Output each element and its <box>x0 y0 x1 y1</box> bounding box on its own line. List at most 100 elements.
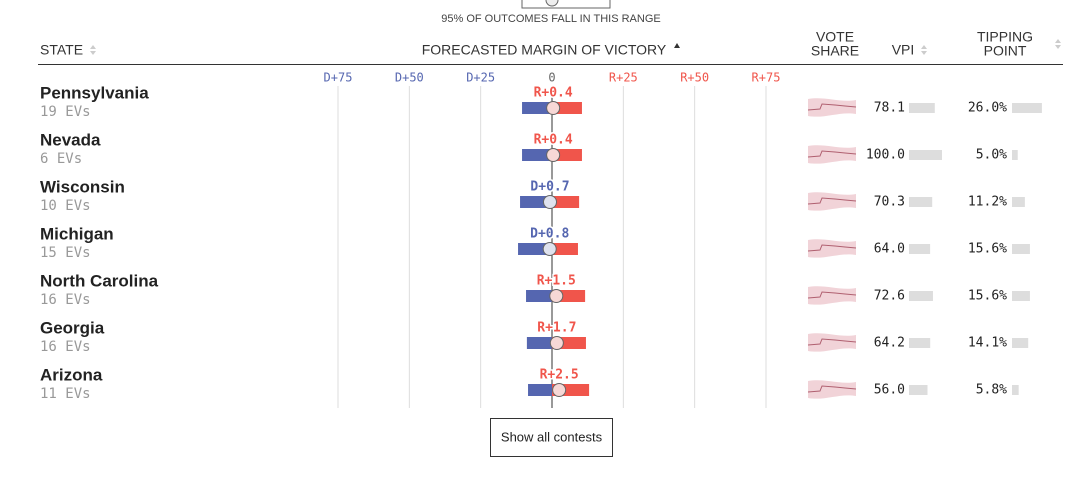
range-rep <box>552 243 578 255</box>
button-box <box>490 418 613 457</box>
vpi-bar <box>909 244 931 254</box>
vpi-bar <box>909 291 933 301</box>
vote-share-line <box>807 385 857 393</box>
margin-dot <box>546 148 561 162</box>
electoral-votes: 16 EVs <box>40 292 91 308</box>
range-dem <box>526 337 552 349</box>
x-tick-label: R+50 <box>680 71 709 85</box>
range-dem <box>528 384 552 396</box>
electoral-votes: 10 EVs <box>40 198 91 214</box>
x-tick-label: R+25 <box>609 71 638 85</box>
vote-share-line <box>807 103 857 111</box>
tipping-point-value: 5.0% <box>976 148 1007 163</box>
tipping-point-bar <box>1012 150 1018 160</box>
electoral-votes: 6 EVs <box>40 151 82 167</box>
vote-share-band <box>808 192 856 211</box>
vpi-bar <box>909 197 933 207</box>
margin-label: R+1.7 <box>537 321 576 336</box>
sort-arrows <box>1055 39 1061 49</box>
electoral-votes: 15 EVs <box>40 245 91 261</box>
margin-label: D+0.8 <box>530 227 569 242</box>
margin-dot <box>546 101 561 115</box>
show-all-button[interactable]: Show all contests <box>490 418 613 457</box>
state-name: Nevada <box>40 130 101 149</box>
margin-label: D+0.7 <box>530 180 569 195</box>
electoral-votes: 11 EVs <box>40 386 91 402</box>
range-rep <box>552 196 580 208</box>
x-tick-label: 0 <box>548 71 555 85</box>
state-name: Pennsylvania <box>40 83 149 102</box>
electoral-votes: 19 EVs <box>40 104 91 120</box>
sort-arrows <box>90 45 96 55</box>
vote-share-line <box>807 291 857 299</box>
vote-share-line <box>807 338 857 346</box>
margin-label: R+0.4 <box>534 133 573 148</box>
margin-dot <box>542 242 557 256</box>
state-name: Arizona <box>40 365 103 384</box>
vote-share-band <box>808 145 856 164</box>
state-name: Georgia <box>40 318 105 337</box>
vote-share-band <box>808 333 856 352</box>
vote-share-band <box>808 380 856 399</box>
tipping-point-bar <box>1012 338 1029 348</box>
header-tipping-point[interactable]: POINT <box>984 43 1027 59</box>
tipping-point-value: 15.6% <box>968 289 1007 304</box>
sort-arrows <box>921 45 927 55</box>
margin-label: R+0.4 <box>534 86 573 101</box>
vote-share-band <box>808 286 856 305</box>
tipping-point-value: 11.2% <box>968 195 1007 210</box>
tipping-point-bar <box>1012 103 1042 113</box>
tipping-point-value: 15.6% <box>968 242 1007 257</box>
vpi-value: 72.6 <box>874 289 905 304</box>
vpi-value: 64.0 <box>874 242 905 257</box>
state-name: North Carolina <box>40 271 159 290</box>
margin-dot <box>552 383 567 397</box>
vote-share-band <box>808 239 856 258</box>
x-tick-label: R+75 <box>752 71 781 85</box>
vpi-value: 70.3 <box>874 195 905 210</box>
vote-share-line <box>807 197 857 205</box>
range-rep <box>552 149 582 161</box>
margin-dot <box>543 195 558 209</box>
range-legend <box>521 0 611 9</box>
vpi-value: 56.0 <box>874 383 905 398</box>
vote-share-band <box>808 98 856 117</box>
header-vote-share[interactable]: SHARE <box>811 43 859 59</box>
vpi-bar <box>909 103 935 113</box>
range-dem <box>522 149 552 161</box>
header-tipping-point[interactable]: TIPPING <box>977 29 1033 45</box>
tipping-point-bar <box>1012 291 1030 301</box>
vote-share-line <box>807 244 857 252</box>
vpi-value: 100.0 <box>866 148 905 163</box>
vpi-bar <box>909 338 931 348</box>
range-dem <box>526 290 552 302</box>
tipping-point-bar <box>1012 385 1019 395</box>
x-tick-label: D+75 <box>324 71 353 85</box>
legend-note: 95% OF OUTCOMES FALL IN THIS RANGE <box>441 13 660 25</box>
header-vpi[interactable]: VPI <box>892 42 915 58</box>
state-name: Wisconsin <box>40 177 125 196</box>
electoral-votes: 16 EVs <box>40 339 91 355</box>
vpi-bar <box>909 385 928 395</box>
vote-share-line <box>807 150 857 158</box>
header-margin[interactable]: FORECASTED MARGIN OF VICTORY <box>422 42 667 58</box>
button-label: Show all contests <box>501 429 603 444</box>
tipping-point-value: 14.1% <box>968 336 1007 351</box>
range-dem <box>522 102 552 114</box>
tipping-point-value: 26.0% <box>968 101 1007 116</box>
margin-dot <box>549 289 564 303</box>
vpi-value: 78.1 <box>874 101 905 116</box>
sort-arrow <box>674 43 680 48</box>
header-vote-share[interactable]: VOTE <box>816 29 854 45</box>
tipping-point-value: 5.8% <box>976 383 1007 398</box>
tipping-point-bar <box>1012 244 1030 254</box>
tipping-point-bar <box>1012 197 1025 207</box>
header-state[interactable]: STATE <box>40 42 83 58</box>
vpi-value: 64.2 <box>874 336 905 351</box>
margin-label: R+2.5 <box>540 368 579 383</box>
state-name: Michigan <box>40 224 114 243</box>
x-tick-label: D+25 <box>466 71 495 85</box>
margin-label: R+1.5 <box>537 274 576 289</box>
range-rep <box>552 102 582 114</box>
